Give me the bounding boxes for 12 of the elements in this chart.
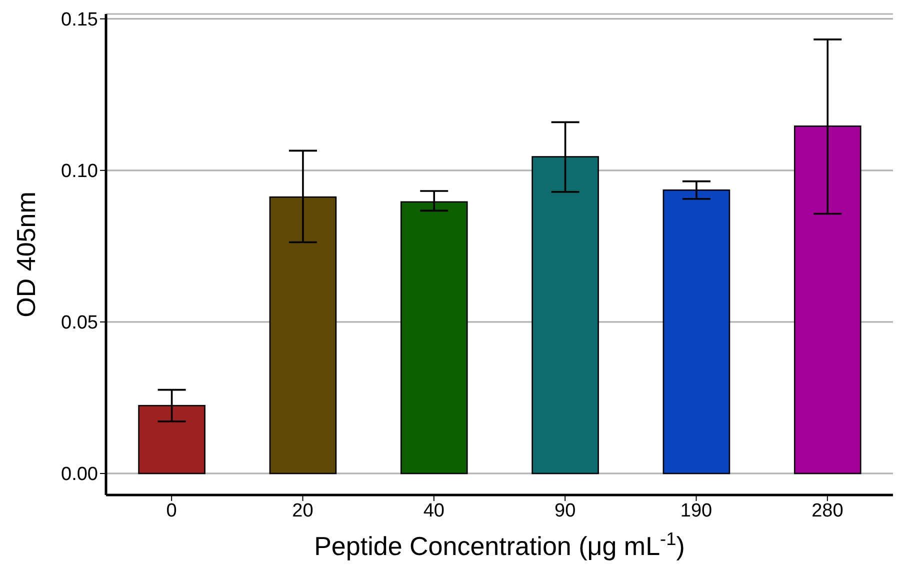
x-tick-label: 20 bbox=[292, 500, 314, 522]
x-axis-title: Peptide Concentration (μg mL$^{-1}$) bbox=[314, 529, 685, 561]
x-tick-label: 40 bbox=[423, 500, 444, 522]
y-tick-label: 0.00 bbox=[61, 464, 98, 486]
x-tick-label: 90 bbox=[554, 500, 576, 522]
x-tick-label: 190 bbox=[680, 500, 712, 522]
y-tick-label: 0.10 bbox=[61, 161, 98, 182]
y-tick-label: 0.15 bbox=[61, 10, 98, 31]
y-axis-title: OD 405nm bbox=[11, 192, 42, 318]
x-tick-label: 280 bbox=[812, 500, 844, 522]
y-tick-label: 0.05 bbox=[61, 312, 98, 334]
x-tick-label: 0 bbox=[166, 500, 177, 522]
